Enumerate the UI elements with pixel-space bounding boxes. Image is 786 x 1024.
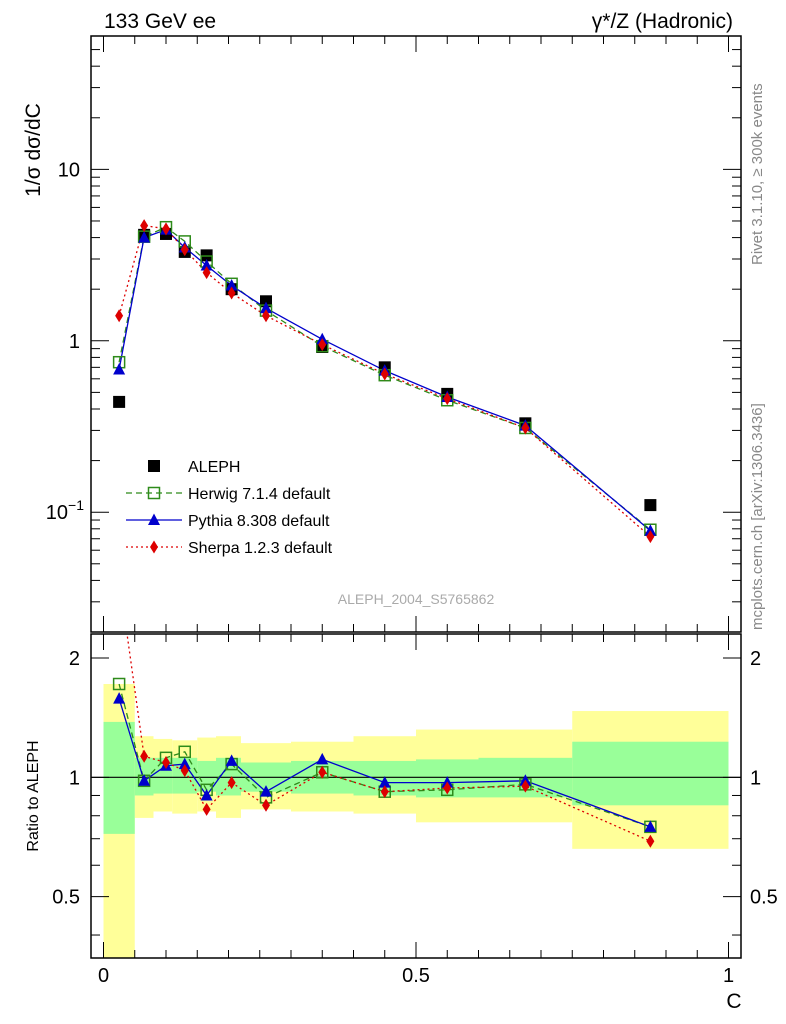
ratio-point-sherpa-1-2-3-default <box>521 779 530 793</box>
main-point-aleph <box>113 395 126 408</box>
main-point-pythia-8-308-default <box>138 231 151 243</box>
main-y-tick-label: 1 <box>69 331 80 353</box>
main-point-sherpa-1-2-3-default <box>521 421 530 435</box>
ratio-point-sherpa-1-2-3-default <box>262 798 270 812</box>
ratio-point-sherpa-1-2-3-default <box>443 781 452 795</box>
ratio-series-group <box>112 634 657 848</box>
main-point-sherpa-1-2-3-default <box>380 367 389 381</box>
main-point-sherpa-1-2-3-default <box>162 222 170 236</box>
ratio-y-tick-label-right: 1 <box>750 767 761 789</box>
main-point-pythia-8-308-default <box>260 301 272 314</box>
ratio-point-sherpa-1-2-3-default <box>380 785 389 799</box>
ratio-point-pythia-8-308-default <box>644 820 657 832</box>
ratio-point-sherpa-1-2-3-default <box>140 749 149 763</box>
legend-label-sherpa-1-2-3-default: Sherpa 1.2.3 default <box>188 540 333 557</box>
ratio-point-pythia-8-308-default <box>178 757 191 770</box>
main-point-sherpa-1-2-3-default <box>140 219 149 233</box>
ratio-axis-ticks: 0.5 0.5 1 1 2 2 0 0.5 1 <box>52 634 778 987</box>
ratio-point-sherpa-1-2-3-default <box>646 834 655 848</box>
ratio-y-tick-label-left: 0.5 <box>52 887 80 909</box>
ratio-point-sherpa-1-2-3-default <box>227 776 236 790</box>
x-axis-label: C <box>726 990 741 1013</box>
ratio-point-pythia-8-308-default <box>138 774 151 786</box>
legend-label-pythia-8-308-default: Pythia 8.308 default <box>188 513 330 530</box>
main-point-sherpa-1-2-3-default <box>115 309 124 323</box>
ratio-y-tick-label-left: 2 <box>69 648 80 670</box>
main-point-pythia-8-308-default <box>225 279 238 291</box>
x-tick-label: 0.5 <box>402 965 430 987</box>
x-tick-label: 1 <box>723 965 734 987</box>
main-point-sherpa-1-2-3-default <box>262 309 270 323</box>
main-point-sherpa-1-2-3-default <box>202 266 211 280</box>
legend-marker-aleph <box>148 460 160 472</box>
main-y-tick-label: 10−1 <box>46 497 84 524</box>
legend-label-herwig-7-1-4-default: Herwig 7.1.4 default <box>188 486 331 503</box>
main-point-sherpa-1-2-3-default <box>180 243 189 257</box>
main-point-sherpa-1-2-3-default <box>227 286 236 300</box>
main-point-sherpa-1-2-3-default <box>318 338 327 352</box>
ratio-line-herwig-7-1-4-default <box>118 683 651 828</box>
main-y-axis-label: 1/σ dσ/dC <box>22 103 45 197</box>
x-tick-label: 0 <box>98 965 109 987</box>
ratio-point-pythia-8-308-default <box>200 788 213 801</box>
ratio-point-pythia-8-308-default <box>260 785 272 797</box>
main-point-sherpa-1-2-3-default <box>443 392 452 406</box>
ratio-point-pythia-8-308-default <box>316 752 329 765</box>
header-right-label: γ*/Z (Hadronic) <box>592 10 733 33</box>
main-point-pythia-8-308-default <box>113 362 126 375</box>
ratio-point-herwig-7-1-4-default <box>178 745 191 759</box>
ratio-point-pythia-8-308-default <box>225 754 238 766</box>
legend: ALEPH Herwig 7.1.4 default Pythia 8.308 de… <box>126 459 333 557</box>
ratio-y-tick-label-left: 1 <box>69 767 80 789</box>
ratio-y-axis-label: Ratio to ALEPH <box>25 740 42 851</box>
ratio-y-tick-label-right: 2 <box>750 648 761 670</box>
ratio-point-sherpa-1-2-3-default <box>202 802 211 816</box>
ratio-point-herwig-7-1-4-default <box>112 677 126 691</box>
ratio-point-pythia-8-308-default <box>113 692 126 704</box>
legend-marker-pythia-8-308-default <box>148 513 160 525</box>
main-y-tick-label: 10 <box>58 159 80 181</box>
header-left-label: 133 GeV ee <box>104 10 216 33</box>
main-point-sherpa-1-2-3-default <box>646 530 655 544</box>
ratio-point-sherpa-1-2-3-default <box>318 765 327 779</box>
ratio-band-inner <box>572 741 729 806</box>
ratio-point-pythia-8-308-default <box>378 776 391 788</box>
ratio-point-sherpa-1-2-3-default <box>180 764 189 778</box>
main-axis-ticks: 10−1 1 10 <box>46 35 741 633</box>
rivet-version-label: Rivet 3.1.10, ≥ 300k events <box>749 83 766 265</box>
ratio-line-sherpa-1-2-3-default <box>126 634 651 842</box>
main-point-pythia-8-308-default <box>200 258 213 271</box>
analysis-watermark: ALEPH_2004_S5765862 <box>338 591 495 607</box>
ratio-point-sherpa-1-2-3-default <box>162 756 170 770</box>
legend-marker-sherpa-1-2-3-default <box>150 540 158 554</box>
ratio-y-tick-label-right: 0.5 <box>750 887 778 909</box>
legend-marker-herwig-7-1-4-default <box>147 486 161 500</box>
main-series-group <box>112 219 657 544</box>
main-point-aleph <box>644 499 657 512</box>
main-point-pythia-8-308-default <box>644 524 657 536</box>
mcplots-label: mcplots.cern.ch [arXiv:1306.3436] <box>749 403 766 630</box>
legend-label-aleph: ALEPH <box>188 459 240 476</box>
main-point-aleph <box>260 295 272 308</box>
